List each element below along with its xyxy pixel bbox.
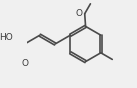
Text: O: O	[21, 59, 28, 68]
Text: HO: HO	[0, 33, 13, 42]
Text: O: O	[75, 9, 82, 18]
